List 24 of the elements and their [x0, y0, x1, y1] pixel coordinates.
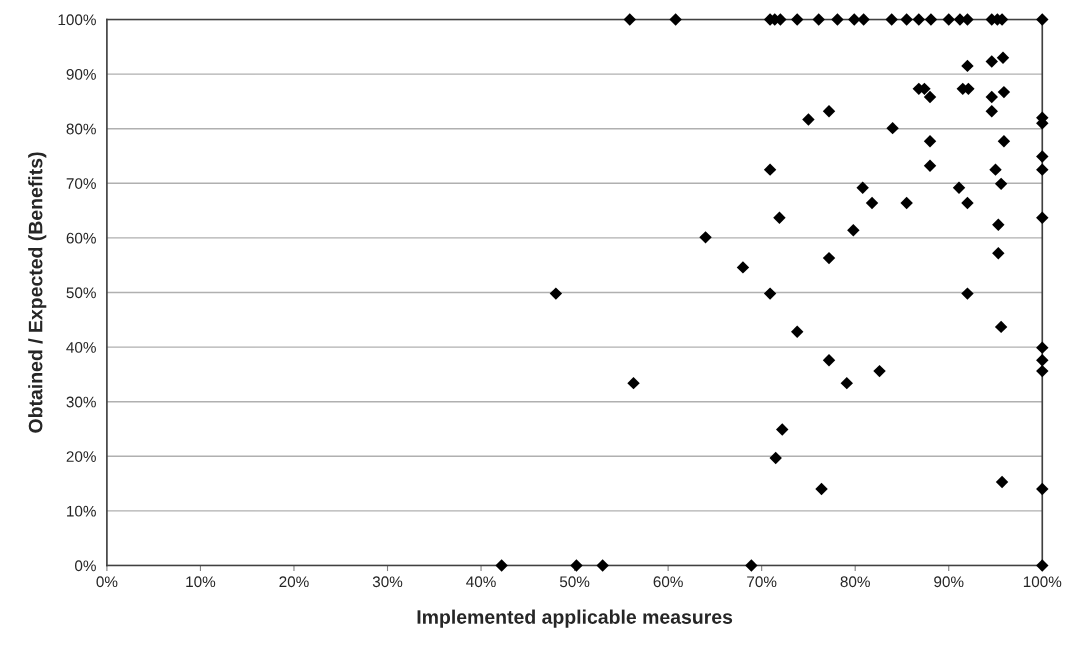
x-tick-label: 70% — [747, 576, 777, 588]
y-tick-label: 90% — [66, 68, 96, 80]
y-tick-label: 60% — [66, 232, 96, 244]
y-tick-label: 40% — [66, 341, 96, 353]
y-tick-label: 80% — [66, 123, 96, 135]
x-tick-label: 60% — [653, 576, 683, 588]
x-tick-label: 100% — [1023, 576, 1062, 588]
y-tick-label: 30% — [66, 396, 96, 408]
y-tick-label: 20% — [66, 451, 96, 462]
x-tick-label: 10% — [186, 576, 216, 588]
x-tick-label: 40% — [466, 576, 496, 588]
y-tick-label: 100% — [58, 14, 96, 26]
y-tick-label: 10% — [67, 505, 96, 517]
x-tick-label: 30% — [372, 576, 403, 588]
y-tick-label: 0% — [75, 560, 96, 572]
x-tick-label: 20% — [279, 576, 309, 588]
x-axis-title: Implemented applicable measures — [417, 609, 733, 628]
y-tick-label: 70% — [66, 178, 96, 189]
y-tick-label: 50% — [66, 287, 96, 299]
x-tick-label: 80% — [840, 576, 870, 588]
x-tick-label: 0% — [96, 576, 118, 588]
y-axis-title: Obtained / Expected (Benefits) — [28, 152, 47, 433]
x-tick-label: 90% — [934, 576, 964, 588]
x-tick-label: 50% — [559, 576, 590, 588]
